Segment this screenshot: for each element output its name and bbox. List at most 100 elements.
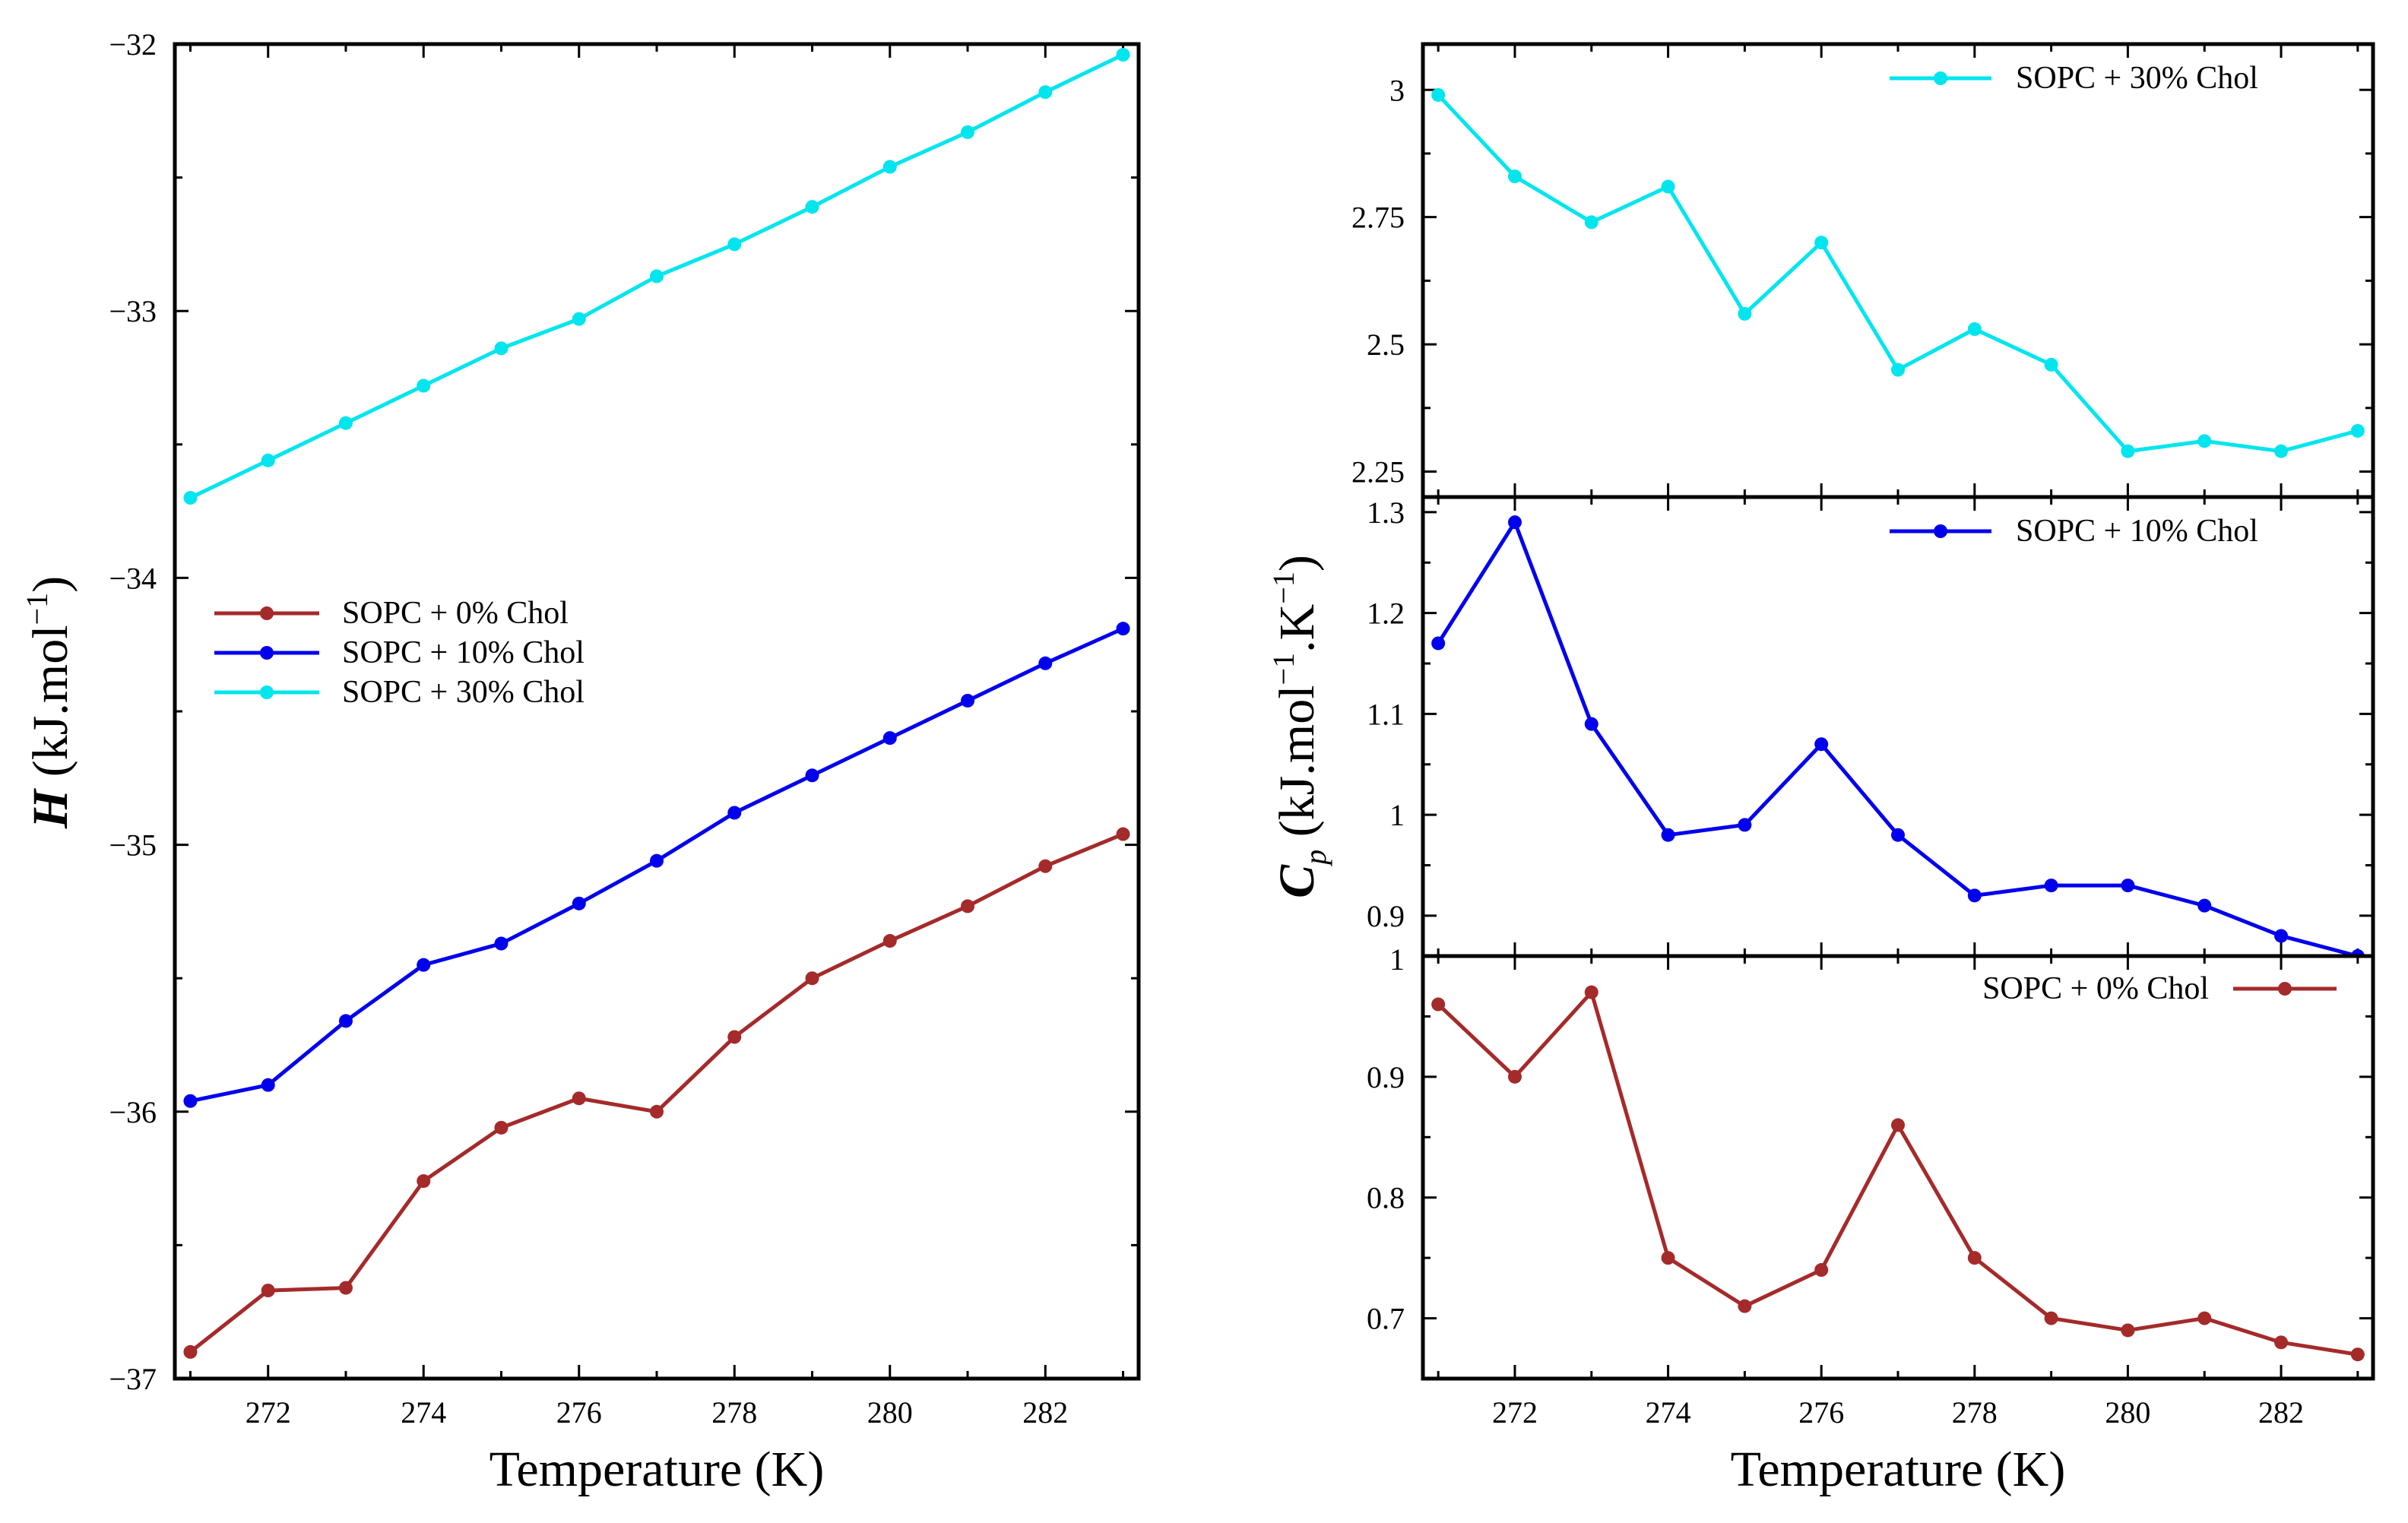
data-point bbox=[1814, 236, 1829, 250]
x-tick-label: 276 bbox=[556, 1395, 602, 1430]
y-tick-label: −36 bbox=[109, 1095, 157, 1129]
legend-label: SOPC + 0% Chol bbox=[342, 596, 569, 631]
series-line bbox=[1437, 93, 2359, 454]
x-tick-label: 276 bbox=[1798, 1395, 1844, 1430]
data-point bbox=[261, 1078, 275, 1092]
enthalpy-unit-close: ) bbox=[23, 576, 78, 593]
data-point bbox=[572, 312, 586, 326]
data-point bbox=[1738, 1299, 1752, 1313]
y-tick-label: −37 bbox=[109, 1362, 157, 1396]
x-tick-label: 282 bbox=[2258, 1395, 2304, 1430]
legend: SOPC + 0% Chol SOPC + 10% Chol SOPC + 30% … bbox=[214, 596, 585, 710]
cp-unit-close: ) bbox=[1269, 555, 1325, 572]
series-sopc-10-chol bbox=[1431, 515, 2365, 956]
data-point bbox=[1967, 888, 1982, 903]
plot-frame bbox=[173, 42, 1141, 1381]
data-point bbox=[882, 934, 897, 948]
cp-30-chol-panel: 2.25 2.5 2.75 3 SOPC + 30% Chol bbox=[1351, 42, 2375, 499]
data-point bbox=[2197, 1311, 2212, 1325]
cp-10-chol-panel: 0.9 1 1.1 1.2 1.3 SOPC + 10% Chol bbox=[1367, 495, 2375, 958]
data-point bbox=[2350, 1347, 2365, 1362]
data-point bbox=[882, 731, 897, 746]
data-point bbox=[1507, 1069, 1522, 1084]
data-point bbox=[183, 1094, 198, 1108]
data-point bbox=[1661, 1251, 1675, 1265]
series-line bbox=[189, 832, 1124, 1354]
data-point bbox=[1116, 827, 1130, 841]
legend-swatch-marker bbox=[260, 606, 274, 620]
right-x-axis-title: Temperature (K) bbox=[1731, 1442, 2066, 1497]
series-sopc-0-chol bbox=[1431, 985, 2365, 1362]
series-sopc-30-chol bbox=[1431, 87, 2365, 458]
legend-label: SOPC + 30% Chol bbox=[342, 675, 585, 710]
plot-frame bbox=[1421, 954, 2375, 1381]
series-sopc-30-chol bbox=[183, 48, 1130, 505]
legend-label: SOPC + 30% Chol bbox=[2016, 61, 2258, 96]
data-point bbox=[727, 806, 742, 820]
data-point bbox=[961, 899, 975, 913]
data-point bbox=[2121, 444, 2135, 458]
legend-swatch-marker bbox=[2278, 982, 2292, 996]
y-tick-label: 0.9 bbox=[1367, 899, 1405, 933]
data-point bbox=[2044, 357, 2058, 372]
y-tick-label: 1 bbox=[1389, 942, 1405, 977]
data-point bbox=[1738, 818, 1752, 832]
data-point bbox=[338, 1014, 353, 1028]
data-point bbox=[2044, 1311, 2058, 1325]
data-point bbox=[1891, 1118, 1905, 1132]
legend-entry: SOPC + 30% Chol bbox=[214, 675, 585, 710]
data-point bbox=[417, 378, 431, 393]
data-point bbox=[727, 1030, 742, 1044]
legend-swatch-marker bbox=[1934, 524, 1947, 538]
data-point bbox=[805, 200, 819, 214]
data-point bbox=[2197, 898, 2212, 913]
y-tick-label: 2.25 bbox=[1351, 455, 1405, 489]
cp-unit: (kJ.mol bbox=[1269, 685, 1325, 849]
legend-entry: SOPC + 10% Chol bbox=[1890, 514, 2258, 549]
data-point bbox=[1891, 828, 1905, 842]
data-point bbox=[183, 491, 198, 505]
data-point bbox=[1814, 737, 1829, 752]
x-tick-label: 278 bbox=[1952, 1395, 1998, 1430]
legend-label: SOPC + 0% Chol bbox=[1982, 971, 2209, 1006]
data-point bbox=[961, 693, 975, 708]
data-point bbox=[1038, 85, 1053, 100]
x-tick-label: 282 bbox=[1022, 1395, 1068, 1430]
data-point bbox=[2274, 444, 2289, 458]
enthalpy-panel: 272 274 276 278 280 282 −37 −36 −35 −34 −33 −32 SOPC… bbox=[109, 27, 1141, 1430]
data-point bbox=[1431, 636, 1446, 651]
data-point bbox=[1967, 322, 1982, 337]
data-point bbox=[2350, 423, 2365, 438]
series-sopc-0-chol bbox=[183, 827, 1130, 1359]
x-tick-label: 280 bbox=[2105, 1395, 2150, 1430]
cp-unit-mid: .K bbox=[1269, 604, 1325, 653]
series-line bbox=[1437, 990, 2359, 1357]
data-point bbox=[2274, 1335, 2289, 1350]
legend-entry: SOPC + 0% Chol bbox=[214, 596, 569, 631]
y-tick-label: 1.2 bbox=[1367, 597, 1405, 631]
y-tick-label: 3 bbox=[1389, 73, 1405, 107]
data-point bbox=[2274, 929, 2289, 943]
cp-0-chol-panel: 272 274 276 278 280 282 0.7 0.8 0.9 1 SOPC + 0% Ch… bbox=[1367, 942, 2375, 1430]
y-tick-label: 1.3 bbox=[1367, 496, 1405, 530]
data-point bbox=[338, 1281, 353, 1295]
data-point bbox=[261, 453, 275, 467]
cp-subscript: p bbox=[1298, 850, 1332, 867]
x-tick-label: 272 bbox=[1492, 1395, 1538, 1430]
data-point bbox=[2121, 1323, 2135, 1338]
legend: SOPC + 0% Chol bbox=[1982, 971, 2337, 1006]
data-point bbox=[572, 1091, 586, 1106]
y-tick-label: 0.7 bbox=[1367, 1302, 1405, 1336]
data-point bbox=[1431, 87, 1446, 102]
y-tick-label: −33 bbox=[109, 294, 157, 328]
legend-label: SOPC + 10% Chol bbox=[2016, 514, 2258, 549]
data-point bbox=[1584, 215, 1598, 230]
data-point bbox=[494, 1120, 509, 1135]
data-point bbox=[1507, 515, 1522, 530]
cp-unit-exponent-1: −1 bbox=[1266, 653, 1301, 686]
data-point bbox=[805, 768, 819, 783]
legend-swatch-marker bbox=[260, 646, 274, 660]
data-point bbox=[1116, 622, 1130, 636]
data-point bbox=[1814, 1263, 1829, 1278]
